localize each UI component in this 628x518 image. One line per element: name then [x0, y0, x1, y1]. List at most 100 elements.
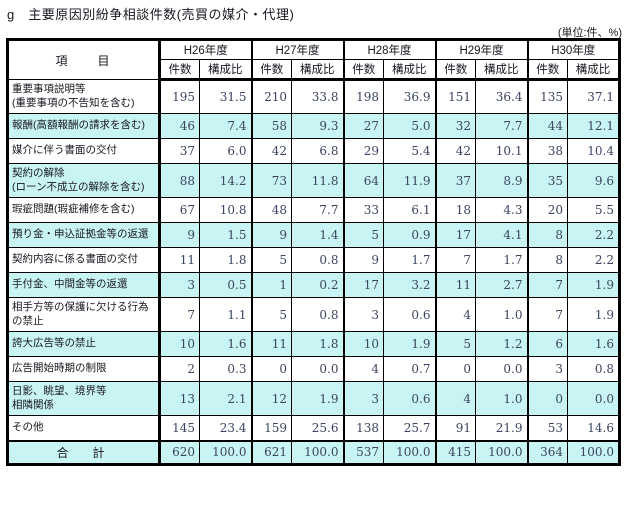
- ratio-cell: 0.0: [475, 356, 528, 382]
- count-cell: 11: [434, 272, 476, 298]
- table-row: 契約の解除 (ローン不成立の解除を含む) 88 14.2 73 11.8 64 11.9 37 8…: [7, 163, 620, 198]
- count-cell: 10: [158, 331, 200, 357]
- total-count-cell: 364: [526, 439, 568, 465]
- count-cell: 27: [342, 113, 384, 139]
- ratio-cell: 2.1: [199, 381, 252, 416]
- count-cell: 10: [342, 331, 384, 357]
- ratio-cell: 1.0: [475, 297, 528, 332]
- table-row: 日影、眺望、境界等 相隣関係 13 2.1 12 1.9 3 0.6 4 1.0 0 0.0: [7, 381, 620, 416]
- count-cell: 37: [158, 138, 200, 164]
- count-cell: 0: [250, 356, 292, 382]
- table-row: 手付金、中間金等の返還 3 0.5 1 0.2 17 3.2 11 2.7 7 1.9: [7, 272, 620, 298]
- ratio-cell: 0.8: [291, 247, 344, 273]
- ratio-header: 構成比: [475, 59, 528, 81]
- row-label: 瑕疵問題(瑕疵補修を含む): [7, 197, 161, 223]
- row-label: 相手方等の保護に欠ける行為 の禁止: [7, 297, 161, 332]
- count-header: 件数: [342, 59, 384, 81]
- total-label: 合 計: [7, 439, 161, 465]
- row-label: 媒介に伴う書面の交付: [7, 138, 161, 164]
- count-cell: 33: [342, 197, 384, 223]
- row-label: 契約内容に係る書面の交付: [7, 247, 161, 273]
- count-cell: 17: [434, 222, 476, 248]
- ratio-cell: 31.5: [199, 79, 252, 114]
- ratio-cell: 1.5: [199, 222, 252, 248]
- count-header: 件数: [158, 59, 200, 81]
- count-cell: 5: [342, 222, 384, 248]
- count-cell: 4: [434, 381, 476, 416]
- total-ratio-cell: 100.0: [383, 439, 436, 465]
- ratio-cell: 1.7: [475, 247, 528, 273]
- ratio-cell: 1.1: [199, 297, 252, 332]
- ratio-cell: 6.1: [383, 197, 436, 223]
- ratio-cell: 10.8: [199, 197, 252, 223]
- ratio-cell: 0.2: [291, 272, 344, 298]
- row-label: 広告開始時期の制限: [7, 356, 161, 382]
- count-cell: 6: [526, 331, 568, 357]
- ratio-cell: 1.2: [475, 331, 528, 357]
- ratio-cell: 37.1: [567, 79, 620, 114]
- count-cell: 0: [526, 381, 568, 416]
- year-header-h29: H29年度: [434, 39, 528, 60]
- ratio-cell: 1.9: [567, 272, 620, 298]
- table-row: 誇大広告等の禁止 10 1.6 11 1.8 10 1.9 5 1.2 6 1.6: [7, 331, 620, 357]
- count-cell: 58: [250, 113, 292, 139]
- row-label: 手付金、中間金等の返還: [7, 272, 161, 298]
- count-cell: 20: [526, 197, 568, 223]
- ratio-cell: 2.2: [567, 222, 620, 248]
- total-row: 合 計 620 100.0 621 100.0 537 100.0 415 10…: [7, 439, 620, 465]
- ratio-header: 構成比: [199, 59, 252, 81]
- header-row-subs: 件数 構成比 件数 構成比 件数 構成比 件数 構成比 件数 構成比: [8, 59, 620, 81]
- count-cell: 4: [342, 356, 384, 382]
- count-cell: 64: [342, 163, 384, 198]
- ratio-cell: 2.7: [475, 272, 528, 298]
- count-cell: 3: [342, 381, 384, 416]
- count-cell: 210: [250, 79, 292, 114]
- ratio-cell: 6.8: [291, 138, 344, 164]
- year-header-h28: H28年度: [342, 39, 436, 60]
- ratio-cell: 36.9: [383, 79, 436, 114]
- count-header: 件数: [526, 59, 568, 81]
- total-ratio-cell: 100.0: [567, 439, 620, 465]
- count-cell: 4: [434, 297, 476, 332]
- row-label: 報酬(高額報酬の請求を含む): [7, 113, 161, 139]
- ratio-cell: 33.8: [291, 79, 344, 114]
- ratio-cell: 7.7: [475, 113, 528, 139]
- count-cell: 7: [526, 297, 568, 332]
- row-label: 日影、眺望、境界等 相隣関係: [7, 381, 161, 416]
- ratio-cell: 0.5: [199, 272, 252, 298]
- count-cell: 44: [526, 113, 568, 139]
- table-row: 瑕疵問題(瑕疵補修を含む) 67 10.8 48 7.7 33 6.1 18 4.3 20 5.5: [7, 197, 620, 223]
- ratio-cell: 1.4: [291, 222, 344, 248]
- count-header: 件数: [434, 59, 476, 81]
- count-cell: 29: [342, 138, 384, 164]
- ratio-cell: 1.7: [383, 247, 436, 273]
- ratio-header: 構成比: [383, 59, 436, 81]
- count-cell: 5: [434, 331, 476, 357]
- ratio-cell: 11.9: [383, 163, 436, 198]
- count-cell: 38: [526, 138, 568, 164]
- count-cell: 3: [526, 356, 568, 382]
- count-cell: 151: [434, 79, 476, 114]
- count-cell: 2: [158, 356, 200, 382]
- count-cell: 138: [342, 415, 384, 441]
- count-cell: 53: [526, 415, 568, 441]
- row-label: 預り金・申込証拠金等の返還: [7, 222, 161, 248]
- ratio-cell: 10.1: [475, 138, 528, 164]
- total-ratio-cell: 100.0: [475, 439, 528, 465]
- page-title: g 主要原因別紛争相談件数(売買の媒介・代理): [7, 7, 295, 22]
- count-cell: 48: [250, 197, 292, 223]
- ratio-cell: 5.0: [383, 113, 436, 139]
- ratio-cell: 1.6: [567, 331, 620, 357]
- count-cell: 135: [526, 79, 568, 114]
- ratio-cell: 9.3: [291, 113, 344, 139]
- ratio-cell: 5.4: [383, 138, 436, 164]
- count-cell: 9: [250, 222, 292, 248]
- item-header-cell: 項 目: [7, 39, 161, 80]
- count-cell: 67: [158, 197, 200, 223]
- ratio-cell: 1.0: [475, 381, 528, 416]
- count-cell: 198: [342, 79, 384, 114]
- count-cell: 9: [342, 247, 384, 273]
- total-ratio-cell: 100.0: [291, 439, 344, 465]
- table-row: 預り金・申込証拠金等の返還 9 1.5 9 1.4 5 0.9 17 4.1 8 2.2: [7, 222, 620, 248]
- ratio-cell: 0.3: [199, 356, 252, 382]
